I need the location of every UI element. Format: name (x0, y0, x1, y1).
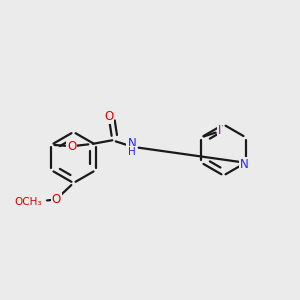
Text: N: N (240, 158, 248, 171)
Text: N: N (128, 137, 136, 150)
Text: H: H (128, 147, 136, 157)
Text: O: O (52, 193, 61, 206)
Text: OCH₃: OCH₃ (14, 196, 42, 207)
Text: I: I (218, 124, 221, 137)
Text: O: O (104, 110, 113, 123)
Text: O: O (67, 140, 76, 153)
